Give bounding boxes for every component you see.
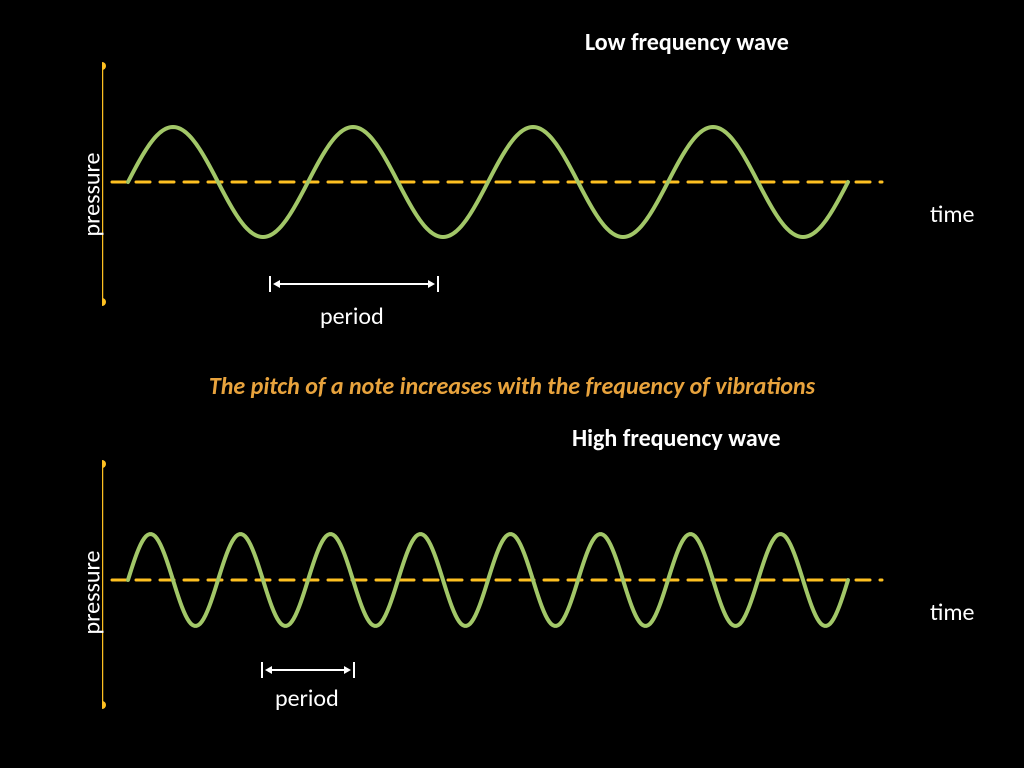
low-freq-diagram	[102, 62, 902, 327]
main-caption: The pitch of a note increases with the f…	[0, 372, 1024, 401]
pressure-label-top: pressure	[77, 153, 106, 237]
period-label-bottom: period	[275, 684, 339, 713]
time-label-top: time	[930, 200, 974, 229]
low-freq-title: Low frequency wave	[585, 28, 789, 57]
period-label-top: period	[320, 302, 384, 331]
high-freq-diagram	[102, 460, 902, 725]
pressure-label-bottom: pressure	[77, 551, 106, 635]
time-label-bottom: time	[930, 598, 974, 627]
high-freq-title: High frequency wave	[572, 424, 781, 453]
